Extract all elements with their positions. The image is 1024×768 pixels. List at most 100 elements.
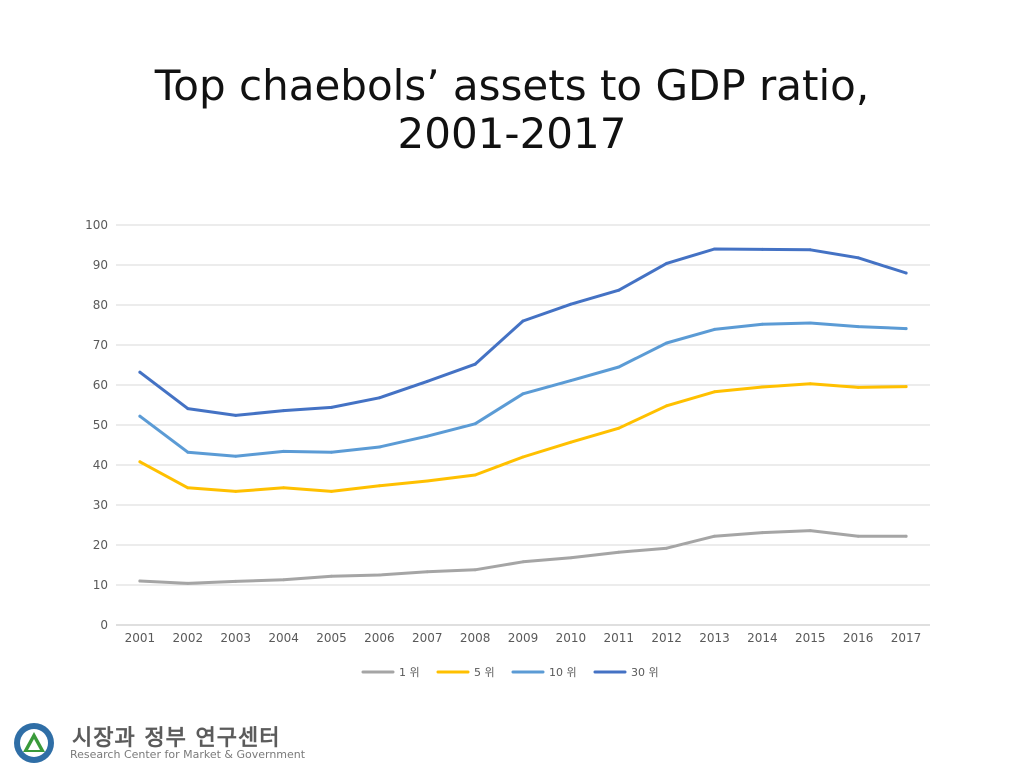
data-point [234, 579, 238, 583]
y-tick-label: 40 [93, 458, 108, 472]
title-line-2: 2001-2017 [397, 109, 627, 158]
data-point [234, 489, 238, 493]
logo-emblem-icon [14, 723, 54, 763]
series-line-3 [138, 321, 908, 458]
data-point [569, 379, 573, 383]
data-point [282, 449, 286, 453]
x-tick-label: 2014 [747, 631, 778, 645]
series-line-2 [138, 382, 908, 493]
data-point [282, 486, 286, 490]
data-point [473, 568, 477, 572]
series-line-1 [138, 529, 908, 585]
data-point [808, 529, 812, 533]
data-point [569, 440, 573, 444]
x-tick-label: 2016 [843, 631, 874, 645]
logo-korean-text: 시장과 정부 연구센터 [72, 726, 281, 751]
x-tick-label: 2007 [412, 631, 443, 645]
data-point [521, 392, 525, 396]
x-tick-label: 2006 [364, 631, 395, 645]
data-point [282, 578, 286, 582]
y-tick-label: 10 [93, 578, 108, 592]
x-tick-label: 2002 [173, 631, 204, 645]
data-point [138, 370, 142, 374]
data-point [186, 486, 190, 490]
y-tick-label: 90 [93, 258, 108, 272]
data-point [856, 325, 860, 329]
legend-label-3: 10 위 [549, 666, 577, 679]
data-point [377, 573, 381, 577]
data-point [713, 534, 717, 538]
series-line-4 [138, 247, 908, 417]
organization-logo: 시장과 정부 연구센터 Research Center for Market &… [12, 720, 332, 766]
y-tick-label: 0 [100, 618, 108, 632]
data-point [808, 321, 812, 325]
x-tick-label: 2011 [603, 631, 634, 645]
data-point [234, 454, 238, 458]
data-point [521, 455, 525, 459]
legend-label-1: 1 위 [399, 666, 420, 679]
x-tick-label: 2008 [460, 631, 491, 645]
data-point [186, 581, 190, 585]
data-point [186, 450, 190, 454]
data-point [138, 579, 142, 583]
data-point [425, 379, 429, 383]
y-tick-label: 70 [93, 338, 108, 352]
x-tick-label: 2015 [795, 631, 826, 645]
data-point [808, 248, 812, 252]
data-point [617, 550, 621, 554]
data-point [521, 319, 525, 323]
data-point [665, 261, 669, 265]
x-tick-label: 2017 [891, 631, 922, 645]
data-point [808, 382, 812, 386]
y-tick-label: 100 [85, 218, 108, 232]
logo-english-text: Research Center for Market & Government [70, 748, 306, 761]
data-point [329, 574, 333, 578]
data-point [904, 271, 908, 275]
data-point [713, 390, 717, 394]
x-tick-label: 2004 [268, 631, 299, 645]
x-tick-label: 2003 [220, 631, 251, 645]
legend-label-4: 30 위 [631, 666, 659, 679]
data-point [138, 414, 142, 418]
data-point [904, 327, 908, 331]
line-chart: 0 10 20 30 40 50 60 70 80 90 100 2001 2002 2003 2004 20… [85, 218, 930, 679]
data-point [425, 570, 429, 574]
data-point [569, 556, 573, 560]
data-point [760, 322, 764, 326]
data-point [473, 473, 477, 477]
x-tick-label: 2012 [651, 631, 682, 645]
y-tick-label: 20 [93, 538, 108, 552]
data-point [282, 409, 286, 413]
title-line-1: Top chaebols’ assets to GDP ratio, [154, 61, 870, 110]
data-point [473, 422, 477, 426]
data-point [234, 413, 238, 417]
slide-title: Top chaebols’ assets to GDP ratio, 2001-… [0, 62, 1024, 158]
data-point [377, 396, 381, 400]
data-point [904, 534, 908, 538]
x-tick-label: 2010 [556, 631, 587, 645]
data-point [665, 546, 669, 550]
data-point [138, 460, 142, 464]
data-point [377, 484, 381, 488]
data-point [329, 450, 333, 454]
data-point [377, 445, 381, 449]
data-point [760, 531, 764, 535]
data-point [713, 327, 717, 331]
data-point [856, 534, 860, 538]
data-point [329, 489, 333, 493]
data-point [856, 385, 860, 389]
y-tick-label: 30 [93, 498, 108, 512]
data-point [760, 385, 764, 389]
data-point [665, 404, 669, 408]
data-point [904, 385, 908, 389]
x-tick-label: 2005 [316, 631, 347, 645]
data-point [425, 479, 429, 483]
data-point [617, 288, 621, 292]
data-point [713, 247, 717, 251]
data-point [617, 365, 621, 369]
y-tick-label: 50 [93, 418, 108, 432]
y-tick-label: 60 [93, 378, 108, 392]
data-point [760, 247, 764, 251]
data-point [473, 362, 477, 366]
x-tick-label: 2009 [508, 631, 539, 645]
